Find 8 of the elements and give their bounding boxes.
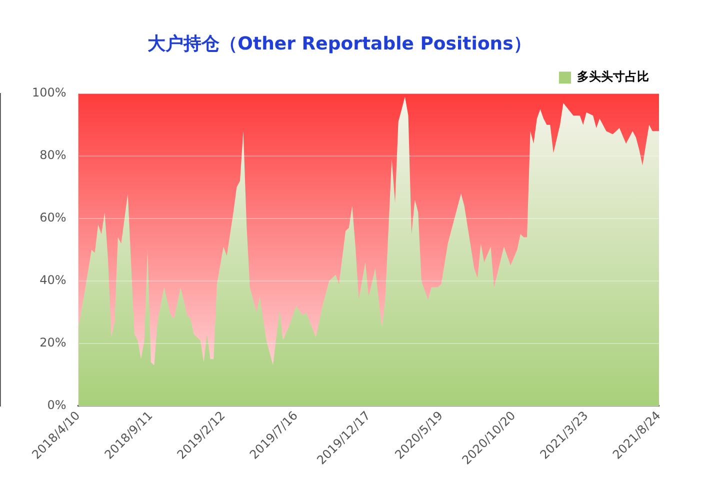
y-tick-label: 0% xyxy=(47,398,66,412)
y-tick-label: 60% xyxy=(40,210,66,225)
y-tick-label: 100% xyxy=(32,86,66,100)
y-tick-label: 80% xyxy=(40,148,66,162)
legend-label: 多头头寸占比 xyxy=(577,70,649,84)
y-tick-label: 40% xyxy=(40,273,66,288)
chart-title: 大户持仓（Other Reportable Positions） xyxy=(146,33,532,54)
y-tick-label: 20% xyxy=(40,336,66,350)
